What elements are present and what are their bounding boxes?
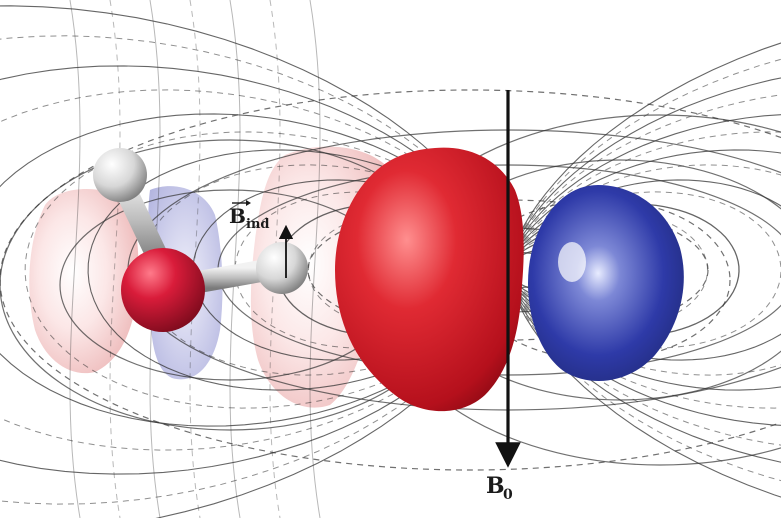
background-line <box>229 0 241 518</box>
field-line <box>507 42 781 498</box>
field-line-dashed <box>0 35 509 505</box>
induced-field-subscript: ind <box>246 217 269 232</box>
background-line <box>189 0 201 518</box>
field-line <box>0 5 509 518</box>
field-line <box>507 77 781 463</box>
negative-current-lobe <box>528 185 684 382</box>
background-line <box>269 0 281 518</box>
water-molecule <box>93 148 308 332</box>
background-line <box>109 0 121 518</box>
oxygen-atom <box>121 248 205 332</box>
background-line <box>309 0 321 518</box>
induced-field-symbol: B <box>229 204 246 228</box>
induced-field-label: B ind <box>229 200 269 232</box>
field-line-dashed <box>507 58 781 482</box>
external-field-symbol: B <box>486 473 505 499</box>
positive-current-lobe <box>335 147 524 412</box>
background-line <box>69 0 81 518</box>
current-contour <box>0 89 781 471</box>
field-line-dashed <box>507 94 781 446</box>
hydrogen-atom-upper <box>93 148 147 202</box>
external-field-label: B 0 <box>486 473 513 503</box>
field-line <box>0 65 509 475</box>
hydrogen-atom-right <box>256 242 308 294</box>
vector-arrow-head <box>246 200 251 206</box>
external-field-subscript: 0 <box>503 487 513 503</box>
